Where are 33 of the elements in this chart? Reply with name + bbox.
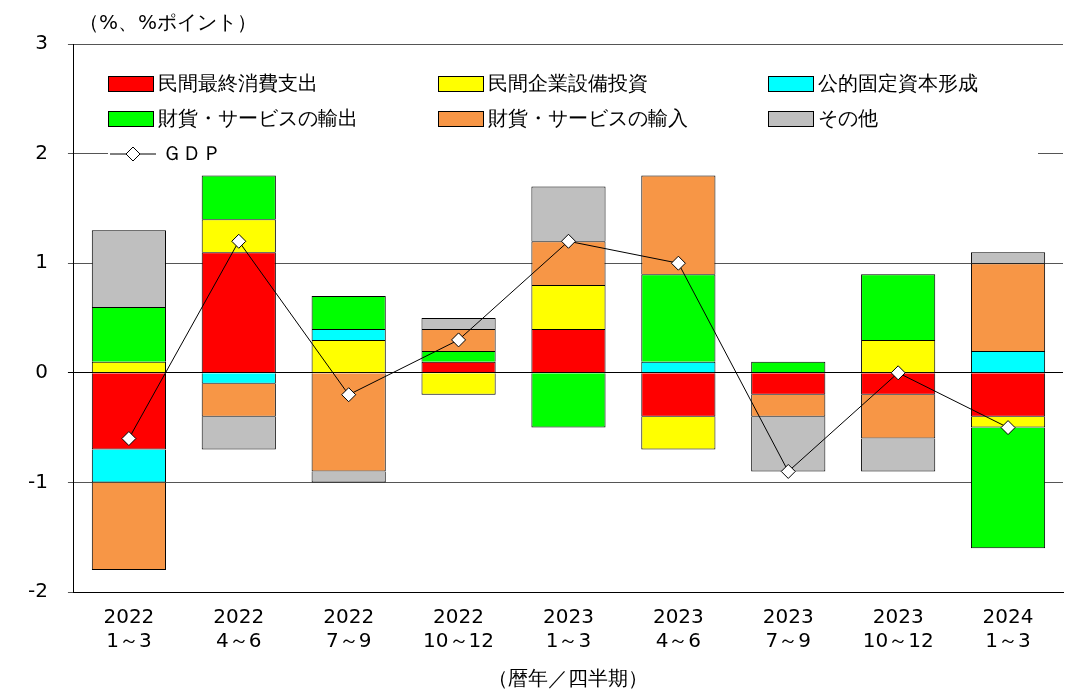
y-axis-title: （%、%ポイント） xyxy=(78,10,257,35)
x-tick-label: 2023 4～6 xyxy=(652,604,704,653)
point xyxy=(670,255,686,271)
x-tick-label: 2022 1～3 xyxy=(103,604,155,653)
legend-label: 財貨・サービスの輸出 xyxy=(158,105,358,132)
point xyxy=(451,332,467,348)
legend-label: 民間企業設備投資 xyxy=(488,70,648,97)
x-tick-label: 2023 10～12 xyxy=(862,604,934,653)
point xyxy=(341,387,357,403)
x-tick-label: 2022 4～6 xyxy=(213,604,265,653)
x-tick-label: 2022 10～12 xyxy=(423,604,495,653)
x-tick-label: 2022 7～9 xyxy=(323,604,375,653)
point xyxy=(1000,420,1016,436)
point xyxy=(121,431,137,447)
y-tick-label: -1 xyxy=(27,468,48,493)
legend-label: 公的固定資本形成 xyxy=(818,70,978,97)
x-axis-title: （暦年／四半期） xyxy=(488,666,649,691)
point xyxy=(780,463,796,479)
point xyxy=(560,233,576,249)
y-tick-label: 0 xyxy=(35,359,48,383)
x-tick-label: 2024 1～3 xyxy=(982,604,1034,653)
x-tick-label: 2023 7～9 xyxy=(762,604,814,653)
y-tick-label: 3 xyxy=(35,30,48,55)
y-tick-label: 2 xyxy=(35,139,48,164)
legend-label: 民間最終消費支出 xyxy=(158,70,318,97)
legend-label: ＧＤＰ xyxy=(162,140,222,167)
y-tick-label: -2 xyxy=(27,578,48,603)
legend-label: その他 xyxy=(818,105,878,132)
x-tick-label: 2023 1～3 xyxy=(543,604,594,653)
point xyxy=(231,233,247,249)
point xyxy=(890,365,906,381)
legend-label: 財貨・サービスの輸入 xyxy=(488,105,688,132)
y-tick-label: 1 xyxy=(35,249,48,274)
